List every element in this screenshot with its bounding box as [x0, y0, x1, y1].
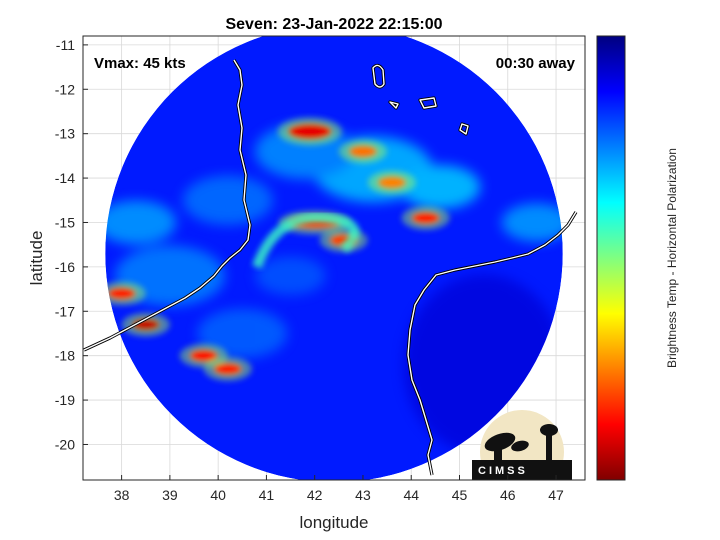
y-tick-label: -11 [56, 37, 75, 53]
x-tick-label: 39 [162, 487, 178, 503]
y-tick-label: -12 [55, 81, 75, 97]
convective-cell [411, 212, 440, 225]
x-tick-label: 41 [259, 487, 275, 503]
x-tick-label: 42 [307, 487, 323, 503]
y-tick-label: -15 [55, 214, 75, 230]
chart-title: Seven: 23-Jan-2022 22:15:00 [225, 16, 442, 33]
y-tick-label: -18 [55, 348, 75, 364]
x-tick-label: 47 [548, 487, 564, 503]
logo-text: CIMSS [478, 465, 528, 477]
y-axis-label: latitude [27, 231, 46, 286]
convective-cell [377, 176, 406, 189]
x-tick-label: 46 [500, 487, 516, 503]
y-tick-label: -13 [55, 126, 75, 142]
y-tick-label: -16 [55, 259, 75, 275]
x-axis-label: longitude [299, 513, 368, 532]
y-tick-label: -17 [55, 303, 75, 319]
y-tick-label: -20 [55, 436, 75, 452]
x-tick-label: 43 [355, 487, 371, 503]
time-away-annotation: 00:30 away [496, 55, 576, 72]
y-tick-label: -19 [55, 392, 75, 408]
x-tick-label: 44 [403, 487, 419, 503]
x-tick-label: 38 [114, 487, 130, 503]
convective-cell [107, 287, 136, 300]
vmax-annotation: Vmax: 45 kts [94, 55, 186, 72]
x-tick-label: 45 [452, 487, 468, 503]
convective-cell [287, 123, 332, 140]
convective-cell [213, 363, 242, 375]
coastlines-white [83, 59, 577, 476]
y-tick-label: -14 [55, 170, 75, 186]
plot-content: CIMSS [83, 36, 585, 480]
y-ticks: -11 -12 -13 -14 -15 -16 -17 -18 -19 -20 [55, 37, 88, 452]
x-tick-label: 40 [210, 487, 226, 503]
satellite-dish-icon [484, 432, 516, 452]
plot-frame [82, 35, 586, 481]
colorbar [596, 35, 626, 481]
convective-cell [189, 349, 218, 362]
cimss-logo: CIMSS [472, 410, 572, 480]
x-ticks: 38 39 40 41 42 43 44 45 46 47 [114, 475, 564, 503]
water-tower-icon [540, 424, 558, 436]
colorbar-label: Brightness Temp - Horizontal Polarizatio… [665, 148, 679, 368]
convective-cell [348, 145, 377, 158]
